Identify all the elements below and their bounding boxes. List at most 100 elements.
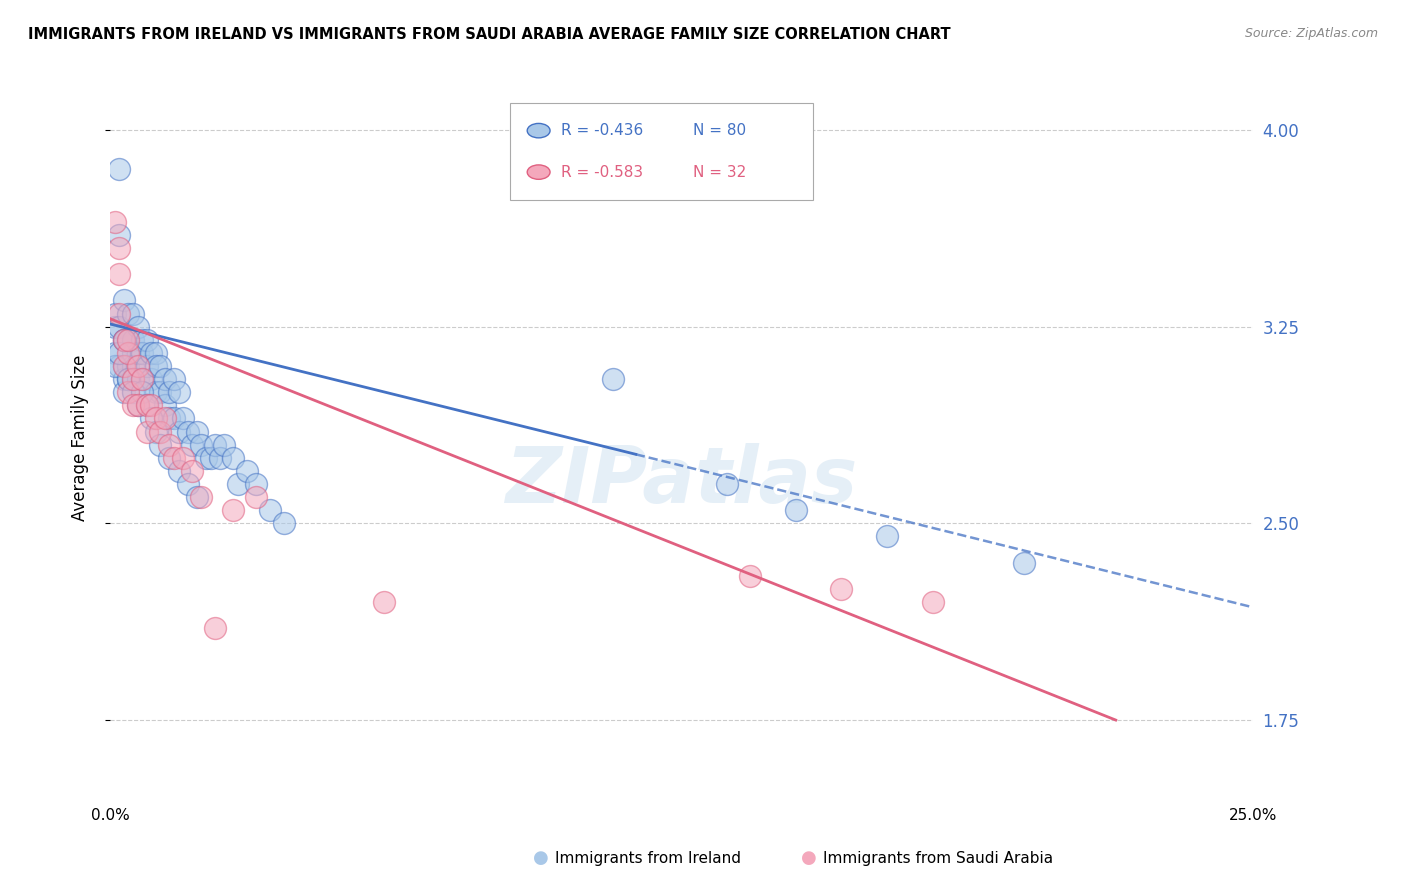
Point	[716, 477, 738, 491]
Point	[200, 450, 222, 465]
Point	[145, 425, 167, 439]
Point	[163, 450, 186, 465]
Point	[167, 464, 190, 478]
Point	[127, 359, 149, 373]
Point	[208, 450, 231, 465]
Point	[204, 437, 226, 451]
Point	[181, 437, 204, 451]
Text: Source: ZipAtlas.com: Source: ZipAtlas.com	[1244, 27, 1378, 40]
Text: N = 32: N = 32	[693, 165, 747, 179]
Point	[117, 333, 139, 347]
Point	[135, 333, 157, 347]
Point	[122, 306, 145, 320]
Point	[122, 333, 145, 347]
Point	[117, 385, 139, 400]
Point	[177, 425, 200, 439]
Point	[108, 359, 131, 373]
Point	[149, 359, 172, 373]
Point	[259, 503, 281, 517]
Point	[153, 411, 176, 425]
Point	[145, 359, 167, 373]
Point	[167, 385, 190, 400]
Point	[785, 503, 807, 517]
Point	[222, 450, 245, 465]
Point	[122, 372, 145, 386]
Point	[117, 346, 139, 360]
Point	[112, 333, 135, 347]
Point	[117, 333, 139, 347]
Point	[172, 411, 194, 425]
Point	[141, 346, 163, 360]
Point	[104, 319, 127, 334]
Point	[131, 385, 153, 400]
Point	[112, 333, 135, 347]
Point	[222, 503, 245, 517]
Point	[373, 595, 395, 609]
Point	[127, 346, 149, 360]
Point	[738, 569, 761, 583]
Point	[127, 398, 149, 412]
Point	[153, 398, 176, 412]
Point	[108, 267, 131, 281]
Point	[108, 241, 131, 255]
Point	[112, 293, 135, 308]
Point	[108, 306, 131, 320]
Point	[131, 346, 153, 360]
Point	[830, 582, 852, 596]
Point	[273, 516, 295, 531]
Point	[236, 464, 259, 478]
Text: R = -0.436: R = -0.436	[561, 123, 644, 138]
Point	[159, 411, 181, 425]
Point	[141, 411, 163, 425]
Text: R = -0.583: R = -0.583	[561, 165, 644, 179]
Point	[177, 477, 200, 491]
Point	[112, 333, 135, 347]
Point	[163, 372, 186, 386]
Point	[108, 227, 131, 242]
Point	[922, 595, 945, 609]
Point	[195, 450, 218, 465]
Point	[214, 437, 236, 451]
Point	[602, 372, 624, 386]
Point	[112, 372, 135, 386]
Point	[104, 359, 127, 373]
Point	[167, 425, 190, 439]
Point	[108, 319, 131, 334]
FancyBboxPatch shape	[510, 103, 813, 200]
Point	[122, 346, 145, 360]
Text: IMMIGRANTS FROM IRELAND VS IMMIGRANTS FROM SAUDI ARABIA AVERAGE FAMILY SIZE CORR: IMMIGRANTS FROM IRELAND VS IMMIGRANTS FR…	[28, 27, 950, 42]
Text: ZIPatlas: ZIPatlas	[505, 443, 858, 519]
Point	[149, 385, 172, 400]
Point	[149, 437, 172, 451]
Point	[145, 385, 167, 400]
Text: Immigrants from Ireland: Immigrants from Ireland	[555, 851, 741, 865]
Point	[245, 490, 267, 504]
Point	[127, 319, 149, 334]
Point	[135, 359, 157, 373]
Point	[159, 450, 181, 465]
Circle shape	[527, 165, 550, 179]
Point	[145, 346, 167, 360]
Text: N = 80: N = 80	[693, 123, 747, 138]
Point	[141, 398, 163, 412]
Point	[1014, 556, 1036, 570]
Point	[190, 437, 212, 451]
Point	[131, 333, 153, 347]
Point	[127, 398, 149, 412]
Point	[112, 359, 135, 373]
Point	[131, 372, 153, 386]
Point	[190, 490, 212, 504]
Point	[163, 411, 186, 425]
Point	[149, 425, 172, 439]
Point	[122, 359, 145, 373]
Point	[226, 477, 249, 491]
Point	[117, 372, 139, 386]
Point	[204, 621, 226, 635]
Point	[104, 306, 127, 320]
Point	[876, 529, 898, 543]
Point	[112, 359, 135, 373]
Point	[117, 372, 139, 386]
Point	[108, 346, 131, 360]
Point	[141, 372, 163, 386]
Point	[112, 385, 135, 400]
